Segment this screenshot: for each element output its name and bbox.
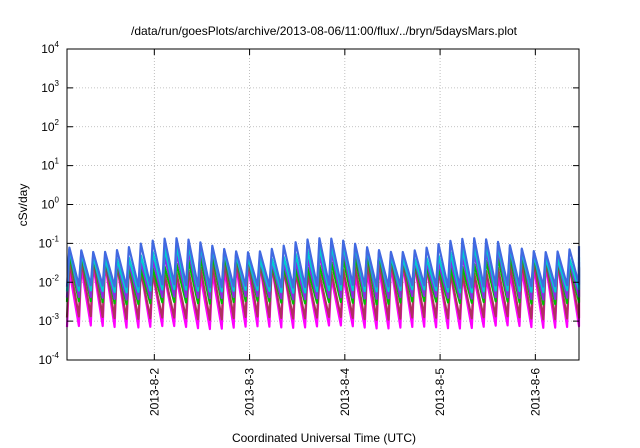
x-axis: 2013-8-2 2013-8-3 2013-8-4 2013-8-5 2013-8-6 <box>147 49 542 416</box>
y-axis: 10-4 10-3 10-2 10-1 100 101 102 103 104 <box>39 40 579 367</box>
x-tick-label: 2013-8-4 <box>338 368 352 416</box>
y-tick-label: 101 <box>41 157 59 173</box>
y-tick-label: 10-2 <box>39 273 60 289</box>
x-tick-label: 2013-8-3 <box>243 368 257 416</box>
y-tick-label: 103 <box>41 79 59 95</box>
x-tick-label: 2013-8-6 <box>528 368 542 416</box>
y-tick-label: 102 <box>41 118 59 134</box>
series-layer <box>65 237 581 331</box>
x-axis-label: Coordinated Universal Time (UTC) <box>232 431 416 445</box>
x-tick-label: 2013-8-5 <box>433 368 447 416</box>
chart-title: /data/run/goesPlots/archive/2013-08-06/1… <box>131 24 518 38</box>
y-tick-label: 104 <box>41 40 59 56</box>
y-tick-label: 100 <box>41 196 59 212</box>
grid <box>67 49 579 360</box>
y-tick-label: 10-3 <box>39 312 60 328</box>
y-tick-label: 10-1 <box>39 234 60 250</box>
y-axis-label: cSv/day <box>16 184 30 227</box>
x-tick-label: 2013-8-2 <box>147 368 161 416</box>
y-tick-label: 10-4 <box>39 351 60 367</box>
series-line <box>65 237 581 289</box>
